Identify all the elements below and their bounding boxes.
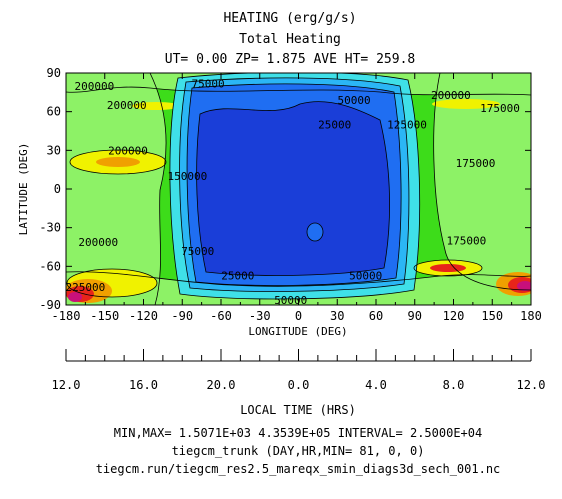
- contour-line-right-patch: [413, 259, 483, 277]
- lt-tick-label: 0.0: [288, 378, 310, 392]
- magenta-core-bottom-left: [68, 292, 82, 302]
- yellow-streak-top-left: [132, 102, 180, 110]
- x-tick-label: 120: [443, 309, 465, 323]
- lt-tick-label: 20.0: [207, 378, 236, 392]
- contour-labels: 200000 200000 75000 50000 25000 200000 175000 1…: [66, 77, 520, 307]
- yellow-streak-top-right: [432, 99, 500, 109]
- contour-label: 50000: [337, 94, 370, 107]
- contour-label: 50000: [274, 294, 307, 307]
- right-light-green-region: [433, 73, 531, 290]
- contour-label: 175000: [456, 157, 496, 170]
- contour-line: [186, 83, 402, 286]
- chart-title: HEATING (erg/g/s): [223, 11, 356, 26]
- x-tick-label: 30: [330, 309, 344, 323]
- chart-subtitle: Total Heating: [239, 32, 341, 47]
- lt-tick-label: 4.0: [365, 378, 387, 392]
- x-tick-label: -150: [90, 309, 119, 323]
- contour-line-bottom-band: [66, 271, 531, 287]
- file-path-text: tiegcm.run/tiegcm_res2.5_mareqx_smin_dia…: [96, 462, 501, 476]
- x-tick-label: 90: [408, 309, 422, 323]
- contour-line-top-band: [66, 86, 531, 96]
- contour-label: 125000: [387, 119, 427, 132]
- deep-blue-region: [196, 101, 390, 276]
- contour-line: [179, 77, 410, 292]
- contour-label: 50000: [349, 269, 382, 282]
- orange-core-left: [96, 157, 140, 167]
- local-time-axis: 12.0 16.0 20.0 0.0 4.0 8.0 12.0: [52, 349, 546, 392]
- x-tick-label: -180: [52, 309, 81, 323]
- contour-label: 200000: [431, 89, 471, 102]
- contour-line-left: [149, 73, 167, 305]
- inner-blue-spot: [307, 223, 323, 241]
- contour-label: 175000: [447, 235, 487, 248]
- x-tick-label: 0: [295, 309, 302, 323]
- x-tick-label: -90: [171, 309, 193, 323]
- left-light-green-region: [66, 73, 166, 305]
- contour-label: 200000: [107, 99, 147, 112]
- x-axis-title: LONGITUDE (DEG): [248, 325, 347, 338]
- y-tick-label: 30: [47, 143, 61, 157]
- local-time-title: LOCAL TIME (HRS): [240, 403, 356, 417]
- contour-line-inner: [196, 101, 390, 276]
- x-tick-label: -30: [249, 309, 271, 323]
- x-tick-label: -60: [210, 309, 232, 323]
- minmax-text: MIN,MAX= 1.5071E+03 4.3539E+05 INTERVAL=…: [114, 426, 482, 440]
- contour-line-bottom-left: [66, 268, 158, 298]
- contour-label: 225000: [66, 281, 106, 294]
- y-tick-label: -30: [39, 221, 61, 235]
- contour-label: 200000: [78, 236, 118, 249]
- y-axis: 90 60 30 0 -30 -60 -90: [39, 66, 531, 312]
- x-tick-label: 150: [481, 309, 503, 323]
- x-tick-label: 60: [369, 309, 383, 323]
- magenta-core-corner-right: [517, 281, 531, 291]
- contour-field: [66, 73, 531, 305]
- x-tick-label: 180: [520, 309, 542, 323]
- y-tick-label: 60: [47, 105, 61, 119]
- lt-tick-label: 12.0: [517, 378, 546, 392]
- x-tick-label: -120: [129, 309, 158, 323]
- y-axis-title: LATITUDE (DEG): [17, 143, 30, 236]
- contour-line-right: [433, 73, 531, 291]
- x-axis: -180 -150 -120 -90 -60 -30 0 30 60 90 120 150 180: [52, 73, 542, 323]
- contour-label: 75000: [181, 245, 214, 258]
- lt-tick-label: 8.0: [443, 378, 465, 392]
- lt-tick-label: 16.0: [129, 378, 158, 392]
- y-tick-label: 90: [47, 66, 61, 80]
- y-tick-label: -60: [39, 259, 61, 273]
- y-tick-label: -90: [39, 298, 61, 312]
- contour-label: 150000: [168, 170, 208, 183]
- contour-label: 200000: [75, 80, 115, 93]
- contour-label: 25000: [221, 269, 254, 282]
- contour-label: 25000: [318, 119, 351, 132]
- contour-line-spot: [306, 222, 324, 242]
- contour-label: 175000: [480, 102, 520, 115]
- contour-label: 75000: [192, 77, 225, 90]
- lt-tick-label: 12.0: [52, 378, 81, 392]
- red-patch-bottom-right: [430, 264, 466, 272]
- y-tick-label: 0: [54, 182, 61, 196]
- chart-info: UT= 0.00 ZP= 1.875 AVE HT= 259.8: [165, 52, 415, 67]
- run-info-text: tiegcm_trunk (DAY,HR,MIN= 81, 0, 0): [172, 444, 425, 458]
- contour-line-left-patch: [69, 149, 167, 175]
- contour-label: 200000: [108, 144, 148, 157]
